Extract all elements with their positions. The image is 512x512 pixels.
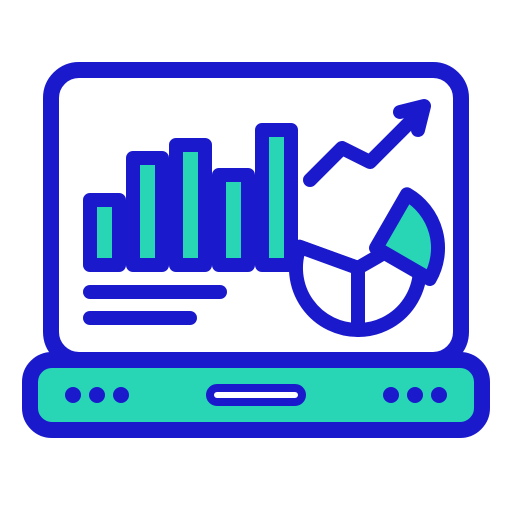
analytics-laptop-icon [0, 0, 512, 512]
base-dots-right [383, 387, 447, 403]
laptop-trackpad [210, 388, 302, 402]
base-dots-left [65, 387, 129, 403]
